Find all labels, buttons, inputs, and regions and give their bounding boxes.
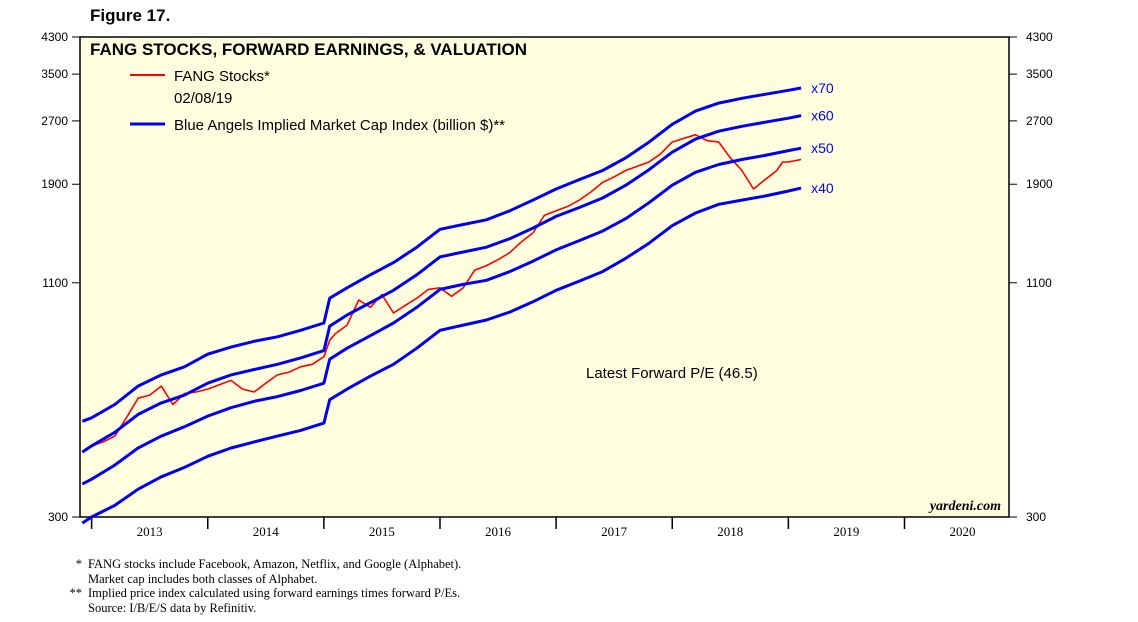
footnotes: * FANG stocks include Facebook, Amazon, … bbox=[58, 557, 462, 616]
footnote-mark: ** bbox=[69, 586, 83, 600]
footnote-mark bbox=[58, 601, 88, 616]
footnote-text: Implied price index calculated using for… bbox=[88, 586, 461, 600]
multiple-label-x70: x70 bbox=[811, 80, 834, 96]
x-tick-label: 2020 bbox=[950, 524, 976, 539]
multiple-label-x40: x40 bbox=[811, 180, 834, 196]
legend-blue-label: Blue Angels Implied Market Cap Index (bi… bbox=[174, 117, 505, 134]
multiple-label-x60: x60 bbox=[811, 108, 834, 124]
blue-angels-line-x50 bbox=[81, 146, 802, 486]
y-tick-label-right: 4300 bbox=[1026, 30, 1053, 44]
y-tick-label-left: 300 bbox=[48, 510, 68, 524]
footnote-3: ** Implied price index calculated using … bbox=[58, 586, 461, 601]
x-tick-label: 2013 bbox=[137, 524, 163, 539]
y-axis-left: 300 1100 1900 2700 3500 4300 bbox=[41, 30, 80, 524]
y-tick-label-left: 1100 bbox=[42, 276, 68, 290]
footnote-mark bbox=[58, 572, 88, 587]
plot-background bbox=[79, 36, 1010, 518]
chart-title: FANG STOCKS, FORWARD EARNINGS, & VALUATI… bbox=[90, 40, 527, 59]
blue-angels-line-x60 bbox=[81, 114, 802, 454]
watermark: yardeni.com bbox=[928, 499, 1001, 514]
legend: FANG Stocks* 02/08/19 Blue Angels Implie… bbox=[130, 68, 505, 134]
x-tick-label: 2014 bbox=[253, 524, 280, 539]
y-tick-label-left: 1900 bbox=[41, 177, 68, 191]
legend-fang-date: 02/08/19 bbox=[174, 90, 232, 107]
figure-label: Figure 17. bbox=[90, 6, 171, 25]
x-tick-label: 2015 bbox=[369, 524, 395, 539]
x-tick-label: 2019 bbox=[833, 524, 859, 539]
blue-angels-line-x40 bbox=[81, 186, 802, 525]
y-tick-label-right: 1900 bbox=[1026, 177, 1053, 191]
footnote-text: Market cap includes both classes of Alph… bbox=[88, 571, 318, 586]
y-tick-label-right: 300 bbox=[1026, 510, 1046, 524]
footnote-text: Source: I/B/E/S data by Refinitiv. bbox=[88, 600, 257, 615]
x-tick-label: 2017 bbox=[601, 524, 628, 539]
series-layer: x70 x60 x50 x40 bbox=[81, 80, 834, 525]
blue-angels-line-x70 bbox=[81, 86, 802, 423]
y-tick-label-right: 2700 bbox=[1026, 114, 1053, 128]
y-tick-label-left: 3500 bbox=[41, 67, 68, 81]
legend-fang-label: FANG Stocks* bbox=[174, 68, 270, 85]
footnote-mark: * bbox=[75, 557, 82, 571]
pe-annotation: Latest Forward P/E (46.5) bbox=[586, 365, 758, 382]
x-tick-label: 2018 bbox=[717, 524, 743, 539]
footnote-text: FANG stocks include Facebook, Amazon, Ne… bbox=[88, 557, 462, 571]
y-tick-label-right: 3500 bbox=[1026, 67, 1053, 81]
fang-stocks-line bbox=[81, 134, 802, 453]
multiple-label-x50: x50 bbox=[811, 140, 834, 156]
x-tick-label: 2016 bbox=[485, 524, 512, 539]
y-tick-label-left: 4300 bbox=[41, 30, 68, 44]
y-axis-right: 300 1100 1900 2700 3500 4300 bbox=[1009, 30, 1053, 524]
footnote-4: Source: I/B/E/S data by Refinitiv. bbox=[58, 601, 461, 616]
y-tick-label-left: 2700 bbox=[41, 114, 68, 128]
x-axis: 2013 2014 2015 2016 2017 2018 2019 2020 bbox=[90, 517, 976, 539]
y-tick-label-right: 1100 bbox=[1026, 276, 1052, 290]
footnote-2: Market cap includes both classes of Alph… bbox=[58, 572, 461, 587]
footnote-1: * FANG stocks include Facebook, Amazon, … bbox=[58, 557, 462, 572]
